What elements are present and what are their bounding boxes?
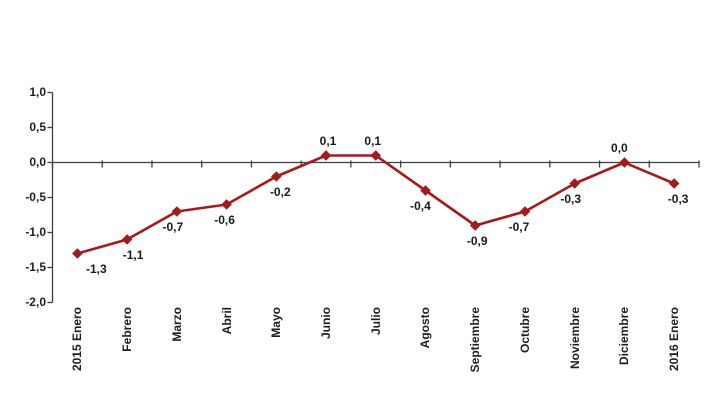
x-category-label: 2015 Enero xyxy=(70,307,85,372)
x-category-label: Julio xyxy=(368,307,383,336)
value-label: 0,1 xyxy=(319,133,337,148)
value-label: -0,4 xyxy=(410,198,431,213)
value-label: -0,3 xyxy=(560,191,582,206)
data-point-marker xyxy=(420,185,431,196)
value-label: -1,1 xyxy=(122,247,144,262)
y-tick-label: -0,5 xyxy=(25,189,46,204)
y-tick-label: 1,0 xyxy=(29,84,46,99)
x-category-label: Marzo xyxy=(169,307,184,342)
x-category-label: Mayo xyxy=(269,307,284,338)
x-category-label: 2016 Enero xyxy=(667,307,682,372)
value-label: -0,7 xyxy=(508,219,530,234)
data-point-marker xyxy=(221,199,232,210)
value-label: -0,9 xyxy=(466,233,488,248)
y-tick-label: 0,5 xyxy=(29,119,46,134)
x-category-label: Diciembre xyxy=(617,307,632,366)
data-point-marker xyxy=(320,150,332,161)
data-point-marker xyxy=(469,220,481,231)
data-point-marker xyxy=(370,150,382,161)
data-point-marker xyxy=(569,178,580,189)
value-label: -0,6 xyxy=(214,212,235,227)
x-category-label: Abril xyxy=(219,307,234,335)
data-point-marker xyxy=(668,178,680,189)
data-point-marker xyxy=(72,248,83,259)
y-tick-label: -1,0 xyxy=(25,224,46,239)
data-point-marker xyxy=(519,206,531,217)
value-label: -0,7 xyxy=(162,219,184,234)
x-category-label: Febrero xyxy=(120,307,135,352)
x-category-label: Septiembre xyxy=(468,307,483,373)
y-tick-label: 0,0 xyxy=(29,154,46,169)
value-label: 0,0 xyxy=(611,140,628,155)
data-point-marker xyxy=(171,206,183,217)
value-label: -0,3 xyxy=(667,191,689,206)
x-category-label: Octubre xyxy=(517,307,532,354)
x-category-label: Agosto xyxy=(418,307,433,349)
data-point-marker xyxy=(121,234,133,245)
data-point-marker xyxy=(270,171,282,182)
data-point-marker xyxy=(619,157,630,168)
value-label: 0,1 xyxy=(364,133,382,148)
x-category-label: Noviembre xyxy=(567,307,582,370)
x-category-label: Junio xyxy=(319,307,334,339)
y-tick-label: -2,0 xyxy=(25,294,46,309)
y-tick-label: -1,5 xyxy=(25,259,46,274)
value-label: -0,2 xyxy=(269,184,291,199)
value-label: -1,3 xyxy=(86,261,107,276)
